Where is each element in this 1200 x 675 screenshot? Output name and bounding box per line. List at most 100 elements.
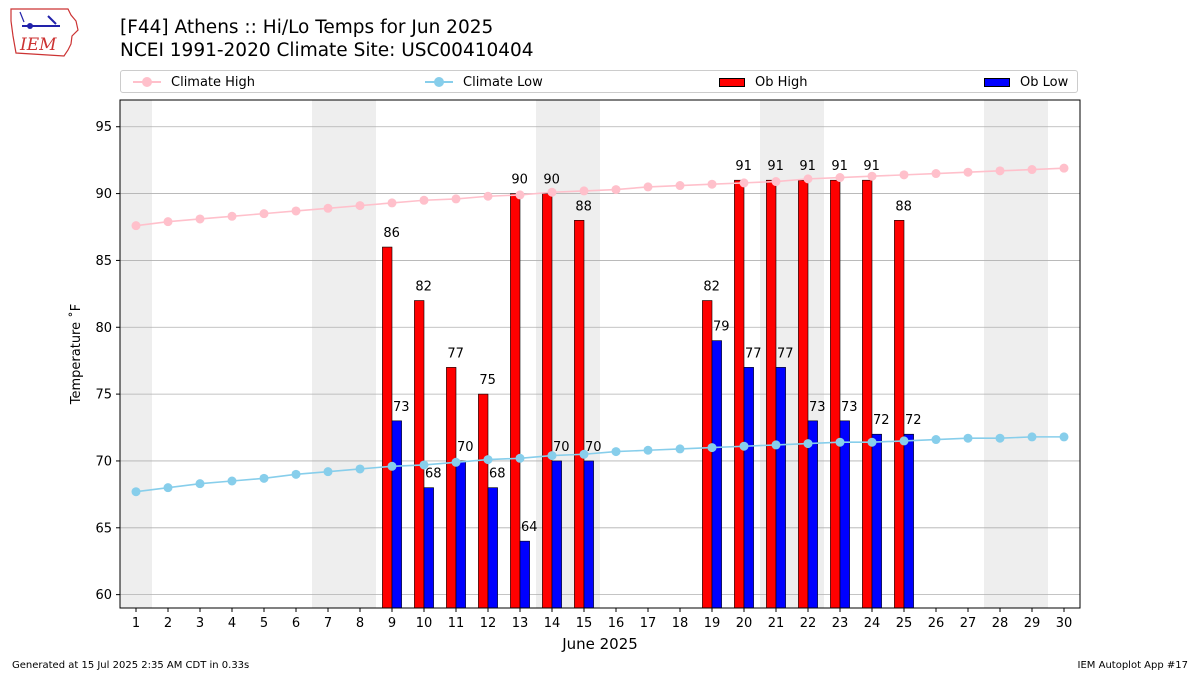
legend-swatch-ob-low xyxy=(984,77,1010,87)
bar-ob-high-day-14 xyxy=(542,193,553,609)
point-climate-high-day-28 xyxy=(995,166,1005,176)
bar-ob-high-day-20 xyxy=(734,179,745,609)
x-tick-label: 23 xyxy=(832,616,849,631)
data-label-ob-high-day-12: 75 xyxy=(479,373,496,388)
point-climate-low-day-24 xyxy=(867,437,877,447)
x-tick-label: 7 xyxy=(324,616,332,631)
point-climate-high-day-9 xyxy=(387,198,397,208)
point-climate-high-day-24 xyxy=(867,171,877,181)
weather-station-icon xyxy=(19,11,60,29)
bar-ob-low-day-10 xyxy=(423,487,434,609)
point-climate-low-day-16 xyxy=(611,447,621,457)
point-climate-low-day-11 xyxy=(451,457,461,467)
x-tick-label: 26 xyxy=(928,616,945,631)
plot-frame xyxy=(119,99,1081,609)
point-climate-high-day-2 xyxy=(163,217,173,227)
point-climate-low-day-30 xyxy=(1059,432,1069,442)
point-climate-low-day-9 xyxy=(387,461,397,471)
point-climate-low-day-18 xyxy=(675,444,685,454)
point-climate-low-day-15 xyxy=(579,449,589,459)
y-tick-label: 70 xyxy=(95,454,112,469)
legend-swatch-ob-high xyxy=(719,77,745,87)
x-tick-label: 12 xyxy=(480,616,497,631)
legend-label-ob-low: Ob Low xyxy=(1020,74,1069,90)
point-climate-high-day-22 xyxy=(803,174,813,184)
point-climate-high-day-1 xyxy=(131,221,141,231)
point-climate-high-day-15 xyxy=(579,186,589,196)
x-tick-label: 8 xyxy=(356,616,364,631)
x-tick-label: 11 xyxy=(448,616,465,631)
bar-ob-high-day-23 xyxy=(830,179,841,609)
x-tick-label: 21 xyxy=(768,616,785,631)
bar-ob-high-day-15 xyxy=(574,220,585,609)
legend-item-ob-high: Ob High xyxy=(719,74,808,90)
line-climate-low xyxy=(135,436,1064,493)
x-tick-label: 17 xyxy=(640,616,657,631)
y-tick-label: 75 xyxy=(95,388,112,403)
point-climate-low-day-3 xyxy=(195,479,205,489)
point-climate-low-day-21 xyxy=(771,440,781,450)
point-climate-low-day-28 xyxy=(995,433,1005,443)
bar-ob-high-day-13 xyxy=(510,193,521,609)
data-label-ob-low-day-21: 77 xyxy=(777,346,794,361)
legend-item-ob-low: Ob Low xyxy=(984,74,1068,90)
x-tick-label: 5 xyxy=(260,616,268,631)
x-tick-label: 1 xyxy=(132,616,140,631)
bar-ob-high-day-10 xyxy=(414,300,425,609)
data-label-ob-high-day-20: 91 xyxy=(735,159,752,174)
point-climate-high-day-20 xyxy=(739,178,749,188)
point-climate-low-day-10 xyxy=(419,460,429,470)
point-climate-high-day-21 xyxy=(771,177,781,187)
y-tick-label: 80 xyxy=(95,321,112,336)
x-tick-label: 24 xyxy=(864,616,881,631)
y-tick-label: 90 xyxy=(95,187,112,202)
point-climate-high-day-27 xyxy=(963,167,973,177)
data-label-ob-high-day-14: 90 xyxy=(543,173,560,188)
x-tick-label: 30 xyxy=(1056,616,1073,631)
bar-ob-low-day-14 xyxy=(551,460,562,609)
x-tick-label: 18 xyxy=(672,616,689,631)
data-label-ob-low-day-22: 73 xyxy=(809,400,826,415)
point-climate-low-day-5 xyxy=(259,473,269,483)
data-label-ob-low-day-25: 72 xyxy=(905,413,922,428)
data-label-ob-low-day-20: 77 xyxy=(745,346,762,361)
point-climate-high-day-6 xyxy=(291,206,301,216)
chart-title: [F44] Athens :: Hi/Lo Temps for Jun 2025 xyxy=(120,17,494,38)
bar-ob-high-day-25 xyxy=(894,220,905,609)
x-tick-label: 29 xyxy=(1024,616,1041,631)
data-label-ob-low-day-10: 68 xyxy=(425,467,442,482)
x-tick-label: 27 xyxy=(960,616,977,631)
data-label-ob-high-day-23: 91 xyxy=(831,159,848,174)
point-climate-low-day-7 xyxy=(323,467,333,477)
footer-app: IEM Autoplot App #17 xyxy=(1077,660,1188,671)
point-climate-low-day-20 xyxy=(739,441,749,451)
x-tick-label: 10 xyxy=(416,616,433,631)
point-climate-low-day-6 xyxy=(291,469,301,479)
point-climate-low-day-19 xyxy=(707,443,717,453)
data-label-ob-high-day-19: 82 xyxy=(703,280,720,295)
point-climate-low-day-13 xyxy=(515,453,525,463)
x-tick-label: 19 xyxy=(704,616,721,631)
bar-ob-low-day-22 xyxy=(807,420,818,609)
x-axis-label: June 2025 xyxy=(561,635,638,653)
point-climate-low-day-12 xyxy=(483,455,493,465)
data-label-ob-low-day-23: 73 xyxy=(841,400,858,415)
bar-ob-low-day-23 xyxy=(839,420,850,609)
point-climate-high-day-14 xyxy=(547,187,557,197)
y-tick-label: 85 xyxy=(95,254,112,269)
bar-ob-high-day-24 xyxy=(862,179,873,609)
point-climate-high-day-10 xyxy=(419,195,429,205)
chart-subtitle: NCEI 1991-2020 Climate Site: USC00410404 xyxy=(120,40,534,61)
point-climate-low-day-23 xyxy=(835,437,845,447)
point-climate-low-day-26 xyxy=(931,435,941,445)
point-climate-low-day-2 xyxy=(163,483,173,493)
x-tick-label: 20 xyxy=(736,616,753,631)
bar-ob-high-day-12 xyxy=(478,393,489,609)
bar-ob-high-day-11 xyxy=(446,367,457,609)
x-tick-label: 14 xyxy=(544,616,561,631)
line-climate-high xyxy=(135,167,1065,227)
bar-ob-low-day-19 xyxy=(711,340,722,609)
logo-text: IEM xyxy=(19,35,57,55)
